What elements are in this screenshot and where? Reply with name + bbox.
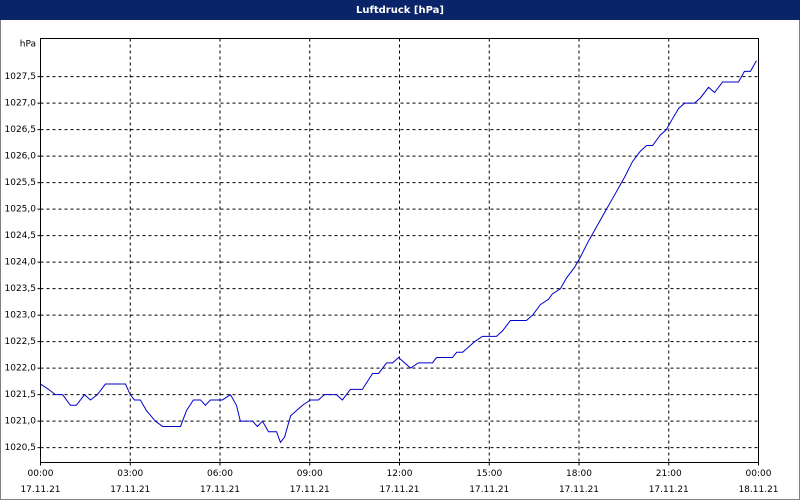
x-tick-date: 17.11.21: [649, 485, 689, 495]
y-tick-label: 1020,5: [5, 443, 37, 453]
y-axis-label: hPa: [20, 40, 36, 50]
x-tick-label: 00:00: [746, 469, 772, 479]
x-tick-label: 21:00: [656, 469, 682, 479]
y-tick-label: 1027,0: [5, 99, 37, 109]
y-tick-label: 1025,5: [5, 178, 37, 188]
y-tick-label: 1026,0: [5, 152, 37, 162]
y-tick-label: 1024,0: [5, 258, 37, 268]
y-tick-label: 1022,5: [5, 337, 37, 347]
title-bar: [0, 0, 800, 20]
y-tick-label: 1023,5: [5, 284, 37, 294]
y-tick-label: 1021,5: [5, 390, 37, 400]
x-tick-date: 17.11.21: [20, 485, 60, 495]
y-tick-label: 1025,0: [5, 205, 37, 215]
x-tick-label: 12:00: [387, 469, 413, 479]
x-tick-date: 17.11.21: [559, 485, 599, 495]
y-tick-label: 1027,5: [5, 72, 37, 82]
y-tick-label: 1023,0: [5, 311, 37, 321]
line: [40, 60, 757, 444]
y-tick-label: 1022,0: [5, 364, 37, 374]
x-tick-date: 17.11.21: [110, 485, 150, 495]
x-tick-date: 17.11.21: [200, 485, 240, 495]
x-tick-date: 18.11.21: [738, 485, 778, 495]
x-tick-label: 15:00: [476, 469, 502, 479]
y-tick-label: 1024,5: [5, 231, 37, 241]
chart-title: Luftdruck [hPa]: [356, 5, 444, 16]
x-tick-date: 17.11.21: [290, 485, 330, 495]
y-tick-label: 1021,0: [5, 417, 37, 427]
x-tick-label: 09:00: [297, 469, 323, 479]
x-tick-date: 17.11.21: [379, 485, 419, 495]
y-tick-label: 1026,5: [5, 125, 37, 135]
x-tick-label: 03:00: [117, 469, 143, 479]
x-tick-label: 18:00: [566, 469, 592, 479]
x-tick-label: 00:00: [28, 469, 54, 479]
x-tick-label: 06:00: [207, 469, 233, 479]
x-tick-date: 17.11.21: [469, 485, 509, 495]
